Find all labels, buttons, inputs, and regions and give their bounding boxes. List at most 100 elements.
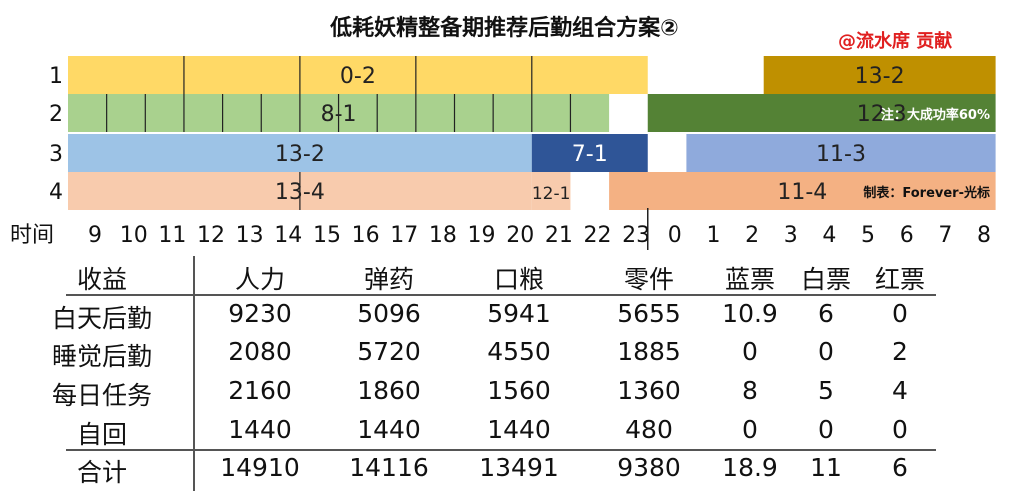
chart-annotation: 注：大成功率60% bbox=[881, 107, 990, 123]
row-label: 3 bbox=[49, 142, 63, 167]
table-header-cell: 收益 bbox=[76, 265, 128, 294]
hour-tick-label: 12 bbox=[197, 223, 225, 248]
table-cell: 每日任务 bbox=[51, 381, 153, 410]
hour-tick-label: 21 bbox=[545, 223, 573, 248]
gantt-bar bbox=[647, 94, 996, 132]
hour-tick-label: 13 bbox=[236, 223, 264, 248]
table-cell: 白天后勤 bbox=[51, 304, 153, 333]
row-label: 2 bbox=[49, 102, 63, 127]
hour-tick-label: 5 bbox=[861, 223, 875, 248]
table-total-cell: 14116 bbox=[349, 453, 429, 482]
bar-label: 0-2 bbox=[340, 64, 376, 89]
table-total-cell: 合计 bbox=[76, 458, 128, 487]
hour-tick-label: 2 bbox=[745, 223, 759, 248]
hour-tick-label: 14 bbox=[274, 223, 302, 248]
hour-tick-label: 4 bbox=[822, 223, 836, 248]
table-header-cell: 白票 bbox=[800, 265, 852, 294]
hour-tick-label: 10 bbox=[120, 223, 148, 248]
hour-tick-label: 11 bbox=[158, 223, 186, 248]
bar-label: 7-1 bbox=[572, 142, 608, 167]
gantt-bar bbox=[68, 56, 648, 94]
table-cell: 5655 bbox=[617, 299, 681, 328]
table-cell: 2080 bbox=[228, 337, 292, 366]
table-cell: 480 bbox=[625, 415, 673, 444]
bar-label: 12-3 bbox=[857, 102, 907, 127]
hour-tick-label: 15 bbox=[313, 223, 341, 248]
table-cell: 自回 bbox=[76, 420, 128, 449]
table-cell: 9230 bbox=[228, 299, 292, 328]
hour-tick-label: 19 bbox=[468, 223, 496, 248]
bar-label: 13-2 bbox=[855, 64, 905, 89]
hour-tick-label: 23 bbox=[622, 223, 650, 248]
table-total-cell: 11 bbox=[810, 453, 842, 482]
bar-label: 8-1 bbox=[321, 102, 357, 127]
table-cell: 5720 bbox=[357, 337, 421, 366]
table-cell: 1440 bbox=[487, 415, 551, 444]
gantt-bar bbox=[531, 134, 648, 172]
table-header-cell: 零件 bbox=[623, 265, 675, 294]
hour-tick-label: 3 bbox=[784, 223, 798, 248]
table-header-cell: 蓝票 bbox=[724, 265, 776, 294]
table-header-cell: 弹药 bbox=[363, 265, 415, 294]
table-header-cell: 口粮 bbox=[493, 265, 545, 294]
chart-title: 低耗妖精整备期推荐后勤组合方案② bbox=[330, 16, 679, 41]
table-cell: 0 bbox=[742, 337, 758, 366]
table-cell: 2 bbox=[892, 337, 908, 366]
table-cell: 4550 bbox=[487, 337, 551, 366]
gantt-bar bbox=[531, 172, 571, 210]
hour-axis-label: 时间 bbox=[10, 223, 54, 248]
bar-label: 11-4 bbox=[777, 180, 827, 205]
bar-label: 12-1 bbox=[532, 184, 571, 204]
hour-tick-label: 1 bbox=[706, 223, 720, 248]
table-cell: 8 bbox=[742, 376, 758, 405]
table-total-rule bbox=[66, 449, 936, 451]
table-cell: 5096 bbox=[357, 299, 421, 328]
table-header-rule bbox=[66, 294, 936, 296]
hour-tick-label: 8 bbox=[977, 223, 991, 248]
table-cell: 4 bbox=[892, 376, 908, 405]
row-label: 4 bbox=[49, 180, 63, 205]
table-cell: 1560 bbox=[487, 376, 551, 405]
table-cell: 0 bbox=[818, 337, 834, 366]
hour-tick-label: 9 bbox=[88, 223, 102, 248]
table-cell: 1360 bbox=[617, 376, 681, 405]
table-cell: 睡觉后勤 bbox=[51, 342, 153, 371]
table-cell: 5 bbox=[818, 376, 834, 405]
hour-tick-label: 16 bbox=[352, 223, 380, 248]
table-cell: 1440 bbox=[357, 415, 421, 444]
table-total-cell: 13491 bbox=[479, 453, 559, 482]
table-total-cell: 6 bbox=[892, 453, 908, 482]
gantt-bar bbox=[68, 134, 532, 172]
hour-tick-label: 7 bbox=[938, 223, 952, 248]
table-total-cell: 14910 bbox=[220, 453, 300, 482]
bar-label: 13-4 bbox=[275, 180, 325, 205]
bar-label: 11-3 bbox=[816, 142, 866, 167]
bar-label: 13-2 bbox=[275, 142, 325, 167]
hour-tick-label: 20 bbox=[506, 223, 534, 248]
row-label: 1 bbox=[49, 64, 63, 89]
hour-tick-label: 22 bbox=[584, 223, 612, 248]
gantt-bar bbox=[609, 172, 996, 210]
table-cell: 6 bbox=[818, 299, 834, 328]
table-cell: 10.9 bbox=[722, 299, 778, 328]
table-cell: 1860 bbox=[357, 376, 421, 405]
table-total-cell: 18.9 bbox=[722, 453, 778, 482]
table-header-cell: 人力 bbox=[234, 265, 286, 294]
gantt-bar bbox=[686, 134, 996, 172]
table-cell: 5941 bbox=[487, 299, 551, 328]
table-cell: 0 bbox=[742, 415, 758, 444]
hour-tick-label: 18 bbox=[429, 223, 457, 248]
gantt-chart: 1 0-2 13-2 2 8-1 12-3 3 13-2 7-1 11-3 4 13-4 12-1 11-… bbox=[10, 56, 996, 250]
chart-annotation: 制表：Forever-光标 bbox=[863, 185, 990, 201]
table-cell: 1885 bbox=[617, 337, 681, 366]
table-total-cell: 9380 bbox=[617, 453, 681, 482]
table-header-cell: 红票 bbox=[874, 265, 926, 294]
hour-tick-label: 17 bbox=[390, 223, 418, 248]
hour-tick-label: 0 bbox=[668, 223, 682, 248]
table-cell: 0 bbox=[892, 415, 908, 444]
hour-tick-label: 6 bbox=[900, 223, 914, 248]
table-cell: 0 bbox=[818, 415, 834, 444]
gantt-bar bbox=[763, 56, 996, 94]
table-cell: 2160 bbox=[228, 376, 292, 405]
table-cell: 0 bbox=[892, 299, 908, 328]
